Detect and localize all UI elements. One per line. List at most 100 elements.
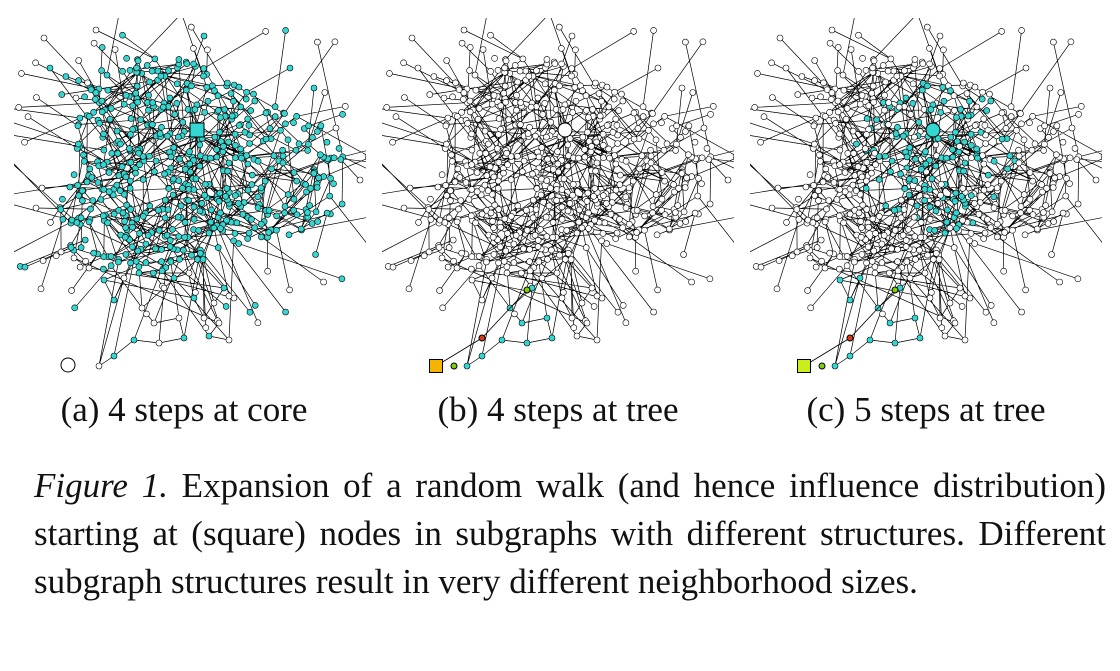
graph-node xyxy=(135,263,143,270)
graph-node xyxy=(497,243,504,251)
graph-node xyxy=(257,184,265,192)
graph-node xyxy=(103,71,111,79)
graph-node xyxy=(937,191,944,199)
graph-node xyxy=(754,70,761,77)
graph-node xyxy=(1042,202,1050,209)
graph-node xyxy=(75,57,82,64)
graph-node xyxy=(526,246,533,253)
graph-node xyxy=(698,180,705,187)
graph-node xyxy=(549,219,557,226)
graph-node xyxy=(127,115,135,122)
graph-node xyxy=(887,55,895,63)
graph-node xyxy=(130,336,138,344)
graph-node xyxy=(554,148,561,155)
graph-node xyxy=(70,171,78,178)
graph-node xyxy=(169,226,176,233)
graph-node xyxy=(185,197,192,204)
graph-node xyxy=(487,209,495,217)
graph-node xyxy=(834,67,841,74)
graph-node xyxy=(66,183,74,191)
graph-node xyxy=(551,60,559,68)
graph-node xyxy=(902,243,910,250)
graph-node xyxy=(871,263,879,270)
graph-node xyxy=(466,67,473,74)
graph-node xyxy=(213,146,220,153)
graph-node xyxy=(248,216,255,223)
graph-node xyxy=(538,144,545,151)
graph-node xyxy=(321,89,329,96)
graph-node xyxy=(783,219,790,226)
graph-node xyxy=(121,218,128,225)
graph-node xyxy=(978,95,986,103)
graph-node xyxy=(609,129,617,136)
graph-node xyxy=(836,146,844,154)
graph-node xyxy=(534,94,542,102)
graph-node xyxy=(820,79,827,87)
graph-node xyxy=(573,229,581,237)
graph-node xyxy=(132,258,140,265)
graph-node xyxy=(873,116,880,123)
graph-node xyxy=(923,168,930,176)
graph-node xyxy=(392,113,400,120)
graph-node xyxy=(513,91,520,99)
graph-node xyxy=(481,127,489,135)
graph-node xyxy=(270,152,278,159)
graph-node xyxy=(262,109,270,117)
graph-node xyxy=(824,174,832,181)
graph-node xyxy=(911,177,919,184)
graph-node xyxy=(121,233,129,241)
graph-node xyxy=(243,88,250,96)
graph-node xyxy=(458,109,465,116)
graph-node xyxy=(672,147,680,154)
graph-node xyxy=(223,185,231,192)
graph-node xyxy=(922,148,929,155)
graph-node xyxy=(940,97,948,105)
graph-node xyxy=(898,196,905,204)
graph-node xyxy=(618,90,625,98)
graph-node xyxy=(554,160,562,168)
graph-node xyxy=(32,204,40,212)
graph-node xyxy=(468,276,476,284)
graph-node xyxy=(840,86,848,94)
start-node-square xyxy=(429,359,443,373)
graph-node xyxy=(286,286,293,294)
graph-node xyxy=(489,218,496,225)
graph-node xyxy=(466,44,474,51)
graph-node xyxy=(562,256,569,263)
graph-node xyxy=(943,154,950,162)
graph-node xyxy=(831,362,839,370)
graph-node xyxy=(583,198,591,205)
graph-node xyxy=(217,209,224,217)
graph-node xyxy=(169,191,177,199)
graph-node xyxy=(468,265,475,273)
graph-node xyxy=(315,174,323,182)
graph-node xyxy=(863,259,870,267)
graph-node xyxy=(967,130,975,138)
graph-node xyxy=(918,166,925,173)
graph-node xyxy=(443,192,450,199)
graph-node xyxy=(881,91,888,99)
graph-node xyxy=(821,218,829,226)
graph-node xyxy=(816,151,823,159)
graph-node xyxy=(990,319,998,327)
graph-node xyxy=(649,209,656,217)
graph-node xyxy=(879,62,887,69)
graph-node xyxy=(980,160,988,168)
graph-node xyxy=(636,165,643,173)
graph-node xyxy=(175,233,183,240)
graph-node xyxy=(100,186,107,193)
graph-node xyxy=(694,192,702,200)
graph-node xyxy=(149,121,156,128)
graph-node xyxy=(265,229,272,236)
graph-node xyxy=(86,165,94,173)
graph-node xyxy=(158,267,166,275)
graph-node xyxy=(706,200,714,208)
graph-node xyxy=(581,146,588,153)
graph-node xyxy=(971,200,978,207)
graph-node xyxy=(856,100,864,108)
graph-node xyxy=(757,138,764,146)
graph-node xyxy=(1015,146,1022,154)
graph-node xyxy=(947,87,954,94)
graph-node xyxy=(18,70,25,77)
graph-node xyxy=(966,97,973,105)
